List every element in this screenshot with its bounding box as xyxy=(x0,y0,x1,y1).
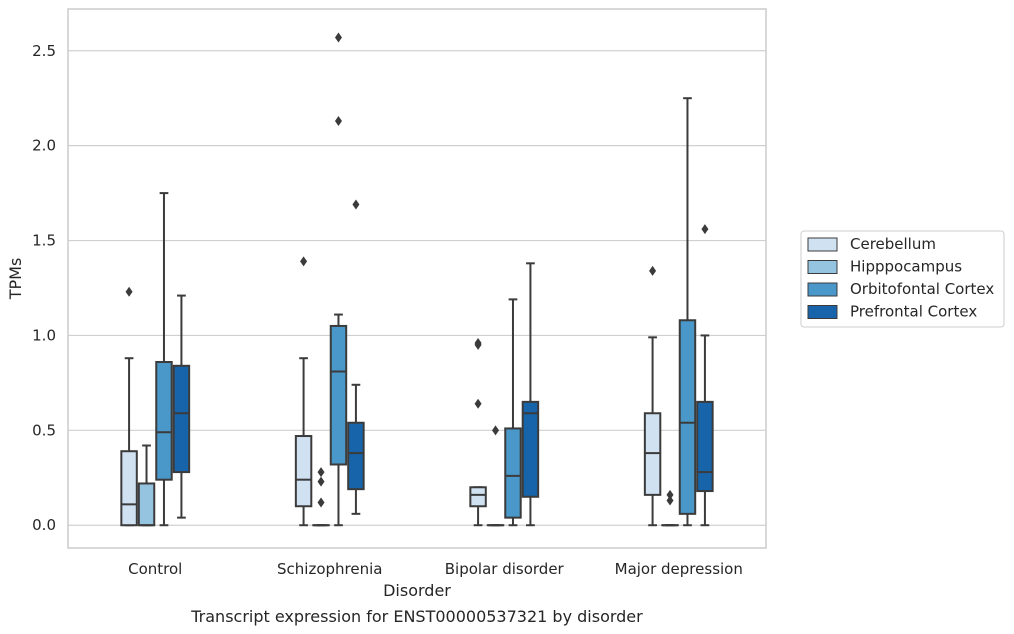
box-group xyxy=(294,256,313,527)
y-axis-ticks: 0.0 0.5 1.0 1.5 2.0 2.5 xyxy=(32,42,56,534)
legend-label: Cerebellum xyxy=(850,235,936,253)
outlier-point xyxy=(317,476,325,487)
x-tick-label: Major depression xyxy=(615,560,743,578)
box-group xyxy=(172,294,191,519)
box-group xyxy=(312,467,330,527)
box xyxy=(521,400,540,498)
legend-label: Orbitofontal Cortex xyxy=(850,280,994,298)
box xyxy=(696,400,714,493)
box-group xyxy=(504,298,522,527)
outlier-point xyxy=(334,115,342,126)
legend-label: Hipppocampus xyxy=(850,258,962,276)
outlier-point xyxy=(125,286,133,297)
box xyxy=(172,364,191,474)
box xyxy=(155,361,173,481)
legend-swatch xyxy=(807,237,838,252)
box xyxy=(294,435,313,508)
legend: Cerebellum Hipppocampus Orbitofontal Corte… xyxy=(800,230,1005,328)
outlier-point xyxy=(317,497,325,508)
box xyxy=(347,421,365,491)
outlier-point xyxy=(666,489,674,500)
box xyxy=(329,324,348,466)
y-tick-label: 1.5 xyxy=(32,232,56,250)
plot-frame xyxy=(67,8,767,549)
legend-swatch xyxy=(807,260,838,274)
outlier-point xyxy=(701,224,709,235)
box xyxy=(678,319,697,515)
outlier-point xyxy=(300,256,308,267)
box-group xyxy=(643,265,662,527)
box-group xyxy=(521,262,540,527)
box xyxy=(504,427,522,519)
box-group xyxy=(155,192,173,527)
y-tick-label: 0.5 xyxy=(32,421,56,439)
box xyxy=(137,482,156,527)
legend-swatch xyxy=(807,282,838,297)
y-tick-label: 2.0 xyxy=(32,137,56,155)
y-axis-label: TPMs xyxy=(6,258,25,301)
y-tick-label: 2.5 xyxy=(32,42,56,60)
box-group xyxy=(347,199,365,515)
box-group xyxy=(120,286,138,527)
outlier-point xyxy=(334,32,342,43)
outlier-point xyxy=(649,265,657,276)
outlier-point xyxy=(352,199,360,210)
box-group xyxy=(696,224,714,527)
y-tick-label: 1.0 xyxy=(32,326,56,344)
box-group xyxy=(329,32,348,527)
outlier-point xyxy=(474,338,482,349)
chart-caption: Transcript expression for ENST0000053732… xyxy=(190,607,643,626)
x-axis-ticks: Control Schizophrenia Bipolar disorder Majo… xyxy=(128,560,743,578)
y-tick-label: 0.0 xyxy=(32,516,56,534)
x-tick-label: Schizophrenia xyxy=(277,560,382,578)
legend-swatch xyxy=(807,305,838,319)
x-tick-label: Control xyxy=(128,560,182,578)
box-group xyxy=(486,425,505,527)
box xyxy=(120,450,138,527)
x-axis-label: Disorder xyxy=(383,581,451,600)
outlier-point xyxy=(666,495,674,506)
boxes-layer xyxy=(120,32,714,527)
legend-label: Prefrontal Cortex xyxy=(850,303,977,321)
outlier-point xyxy=(317,467,325,478)
box-group xyxy=(661,489,679,527)
legend-frame xyxy=(800,230,1005,328)
box xyxy=(469,486,487,508)
box-group xyxy=(469,338,487,527)
x-tick-label: Bipolar disorder xyxy=(445,560,565,578)
outlier-point xyxy=(492,425,500,436)
box-group xyxy=(137,444,156,527)
outlier-point xyxy=(474,398,482,409)
box-group xyxy=(678,97,697,527)
